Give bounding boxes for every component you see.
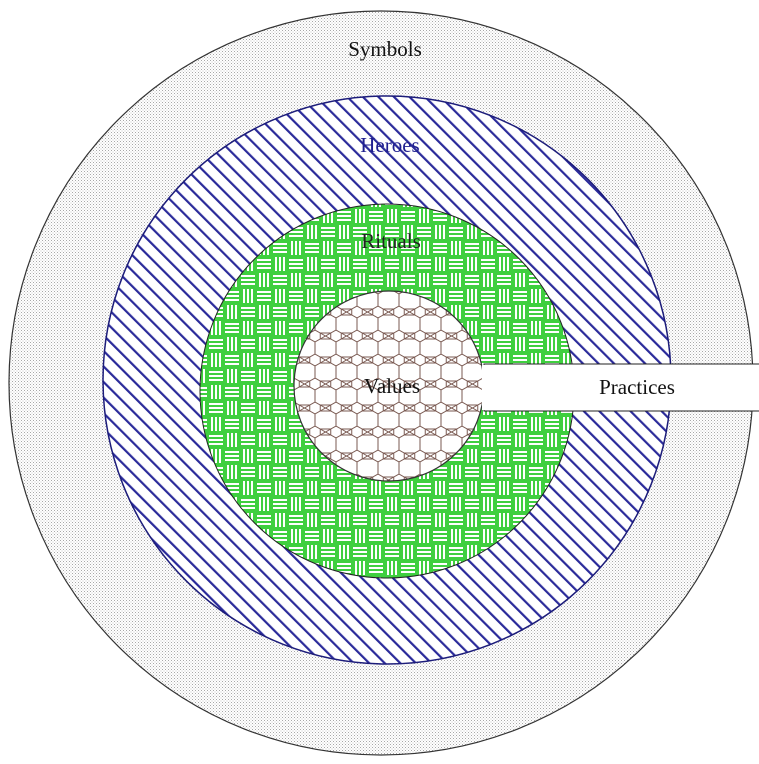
symbols-label: Symbols <box>348 37 422 61</box>
practices-label: Practices <box>599 375 675 399</box>
rituals-label: Rituals <box>361 229 421 253</box>
heroes-label: Heroes <box>360 133 419 157</box>
values-label: Values <box>364 374 420 398</box>
practices-band <box>483 363 759 412</box>
